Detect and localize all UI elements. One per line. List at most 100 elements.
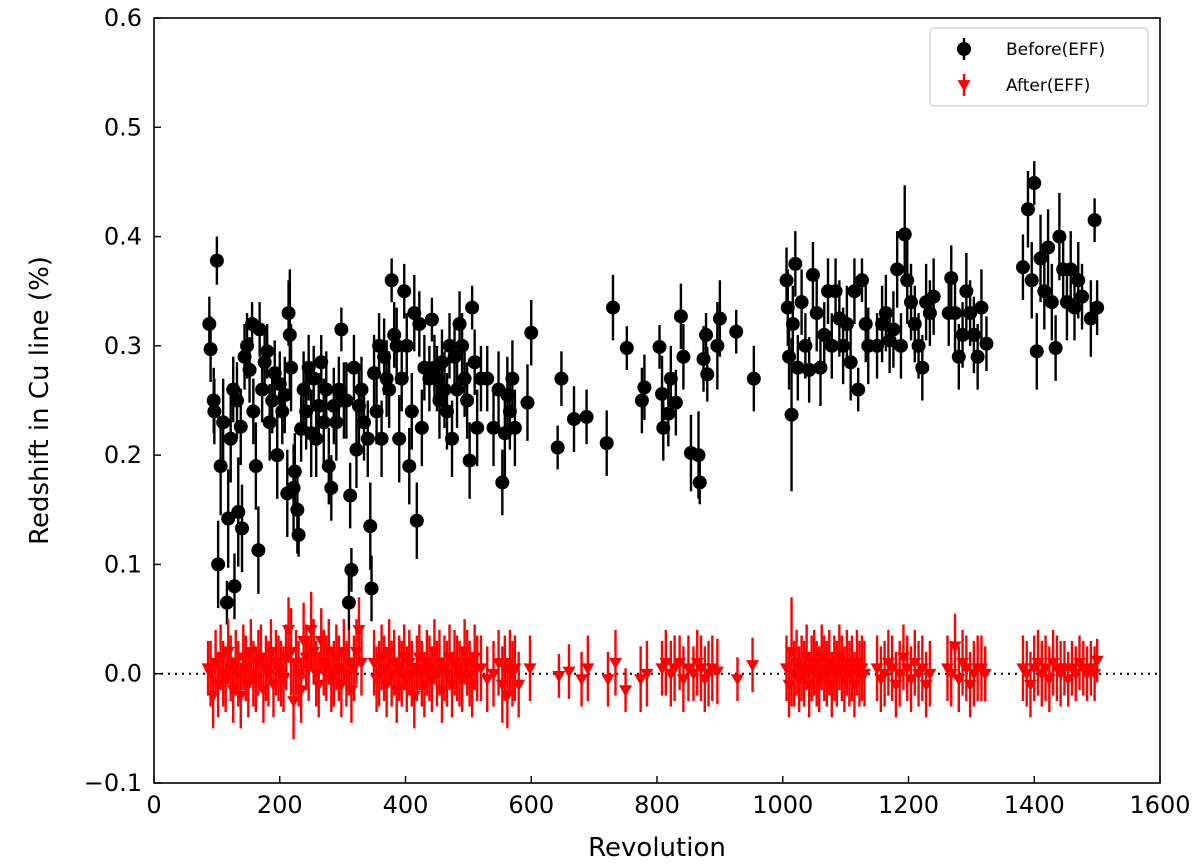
data-point <box>520 395 535 410</box>
data-point <box>659 657 673 670</box>
data-point <box>321 459 336 474</box>
data-point <box>974 300 989 315</box>
data-point <box>1027 176 1042 191</box>
data-point <box>746 371 761 386</box>
data-point <box>369 404 384 419</box>
data-point <box>692 475 707 490</box>
data-point <box>331 382 346 397</box>
data-point <box>926 289 941 304</box>
data-point <box>470 420 485 435</box>
data-point <box>656 420 671 435</box>
data-point <box>817 327 832 342</box>
data-point <box>203 342 218 357</box>
axes-layer: 0 200 400 600 800 1000 1200 1400 1600 −0.1 0.0 0.1 0… <box>84 4 1191 819</box>
data-point <box>309 431 324 446</box>
legend-marker-after <box>957 80 971 92</box>
x-tick-label: 200 <box>257 791 303 819</box>
data-point <box>893 338 908 353</box>
data-point <box>824 338 839 353</box>
data-point <box>1041 240 1056 255</box>
data-point <box>404 404 419 419</box>
data-point <box>1087 213 1102 228</box>
data-point <box>384 273 399 288</box>
data-point <box>710 666 724 679</box>
data-point <box>1015 260 1030 275</box>
data-point <box>788 256 803 271</box>
data-point <box>281 306 296 321</box>
data-point <box>452 317 467 331</box>
legend: Before(EFF) After(EFF) <box>929 27 1149 107</box>
data-point <box>334 322 349 337</box>
data-point <box>710 338 725 353</box>
x-tick-label: 0 <box>146 791 161 819</box>
data-point <box>505 371 520 386</box>
data-point <box>1083 311 1098 326</box>
data-point <box>802 362 817 377</box>
data-point <box>619 341 634 356</box>
legend-label: After(EFF) <box>1006 76 1090 96</box>
y-tick-label: 0.6 <box>104 4 142 32</box>
data-point <box>746 660 760 672</box>
data-point <box>242 362 257 377</box>
data-point <box>246 404 261 419</box>
data-point <box>207 404 222 419</box>
data-point <box>870 338 885 353</box>
data-point <box>252 322 267 337</box>
data-point <box>439 404 454 419</box>
data-point <box>341 595 356 610</box>
data-point <box>319 382 334 397</box>
x-tick-label: 800 <box>634 791 680 819</box>
data-point <box>291 527 306 542</box>
data-point <box>248 459 263 474</box>
x-axis-title: Revolution <box>588 833 726 863</box>
data-point <box>637 380 652 395</box>
data-point <box>354 382 369 397</box>
data-point <box>562 666 576 679</box>
data-point <box>219 595 234 610</box>
data-point <box>407 306 422 321</box>
data-point <box>265 393 280 408</box>
data-point <box>364 581 379 596</box>
data-point <box>507 420 522 435</box>
data-point <box>890 262 905 277</box>
data-point <box>465 300 480 315</box>
data-point <box>316 415 331 430</box>
data-point <box>346 360 361 375</box>
data-point <box>349 442 364 457</box>
data-point <box>1037 284 1052 299</box>
data-point <box>414 420 429 435</box>
y-tick-label: −0.1 <box>84 769 142 797</box>
data-point <box>843 355 858 370</box>
data-point <box>1029 344 1044 359</box>
data-point <box>495 475 510 490</box>
data-point <box>343 488 358 503</box>
data-point <box>409 513 424 528</box>
series-before-eff <box>202 161 1105 630</box>
data-point <box>284 646 298 659</box>
x-tick-label: 1000 <box>752 791 813 819</box>
y-tick-label: 0.5 <box>104 113 142 141</box>
y-tick-label: 0.3 <box>104 332 142 360</box>
legend-label: Before(EFF) <box>1006 40 1105 60</box>
data-point <box>609 657 623 670</box>
data-point <box>1020 202 1035 217</box>
data-point <box>1063 262 1078 277</box>
data-point <box>360 431 375 446</box>
data-point <box>432 393 447 408</box>
data-point <box>363 519 378 534</box>
data-point <box>294 685 308 697</box>
data-point <box>780 300 795 315</box>
data-point <box>480 674 494 686</box>
data-point <box>652 339 667 354</box>
data-point <box>202 317 217 331</box>
data-point <box>284 360 299 375</box>
data-point <box>216 415 231 430</box>
data-point <box>1090 655 1104 668</box>
data-point <box>372 338 387 353</box>
data-point <box>599 436 614 451</box>
data-point <box>290 502 305 517</box>
legend-marker-before <box>957 42 971 56</box>
data-point <box>392 431 407 446</box>
data-point <box>923 668 937 681</box>
data-point <box>282 327 297 342</box>
